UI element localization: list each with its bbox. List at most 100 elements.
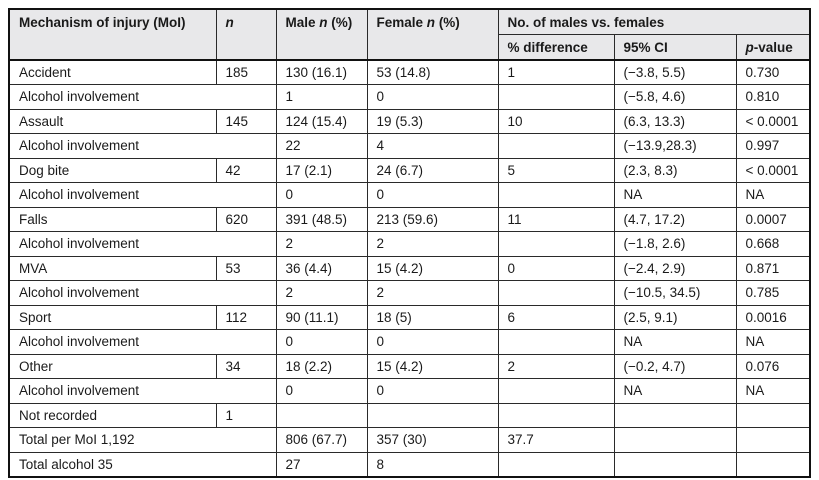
- cell-moi: Total per MoI 1,192: [8, 427, 277, 453]
- cell-ci: NA: [613, 329, 737, 355]
- cell-ci: (−1.8, 2.6): [613, 231, 737, 257]
- cell-pct-difference: 37.7: [497, 427, 615, 453]
- cell-pct-difference: 5: [497, 157, 615, 183]
- cell-pct-difference: 10: [497, 108, 615, 134]
- table-row-accident: Accident 185 130 (16.1) 53 (14.8) 1 (−3.…: [8, 59, 811, 85]
- cell-p-value: 0.076: [735, 353, 811, 379]
- cell-pct-difference: [497, 451, 615, 477]
- cell-male: 0: [275, 182, 368, 208]
- cell-moi: Alcohol involvement: [8, 84, 277, 110]
- cell-male: 22: [275, 133, 368, 159]
- cell-male: 27: [275, 451, 368, 477]
- cell-p-value: < 0.0001: [735, 108, 811, 134]
- cell-p-value: 0.871: [735, 255, 811, 281]
- cell-n: 145: [215, 108, 277, 134]
- table-row-alcohol-other: Alcohol involvement 0 0 NA NA: [8, 378, 811, 404]
- cell-ci: (6.3, 13.3): [613, 108, 737, 134]
- table-row-not-recorded: Not recorded 1: [8, 402, 811, 428]
- mechanism-of-injury-table: Mechanism of injury (MoI) n Male n (%) F…: [8, 8, 812, 478]
- cell-female: 213 (59.6): [366, 206, 499, 232]
- cell-female: 18 (5): [366, 304, 499, 330]
- cell-pct-difference: [497, 84, 615, 110]
- cell-pct-difference: [497, 280, 615, 306]
- cell-female: 19 (5.3): [366, 108, 499, 134]
- cell-moi: Alcohol involvement: [8, 280, 277, 306]
- cell-pct-difference: 0: [497, 255, 615, 281]
- cell-female: 53 (14.8): [366, 59, 499, 85]
- header-row-1: Mechanism of injury (MoI) n Male n (%) F…: [8, 8, 811, 61]
- cell-p-value: 0.0007: [735, 206, 811, 232]
- cell-pct-difference: [497, 231, 615, 257]
- cell-female: 15 (4.2): [366, 255, 499, 281]
- cell-moi: Total alcohol 35: [8, 451, 277, 477]
- col-header-p-value: p-value: [735, 34, 811, 61]
- cell-p-value: [735, 451, 811, 477]
- cell-p-value: 0.997: [735, 133, 811, 159]
- cell-n: 1: [215, 402, 277, 428]
- cell-p-value: < 0.0001: [735, 157, 811, 183]
- cell-male: 2: [275, 231, 368, 257]
- cell-p-value: [735, 427, 811, 453]
- cell-male: 90 (11.1): [275, 304, 368, 330]
- cell-female: 4: [366, 133, 499, 159]
- cell-pct-difference: [497, 378, 615, 404]
- cell-ci: (4.7, 17.2): [613, 206, 737, 232]
- cell-pct-difference: [497, 329, 615, 355]
- cell-pct-difference: [497, 133, 615, 159]
- cell-moi: Alcohol involvement: [8, 378, 277, 404]
- col-header-female: Female n (%): [366, 8, 499, 61]
- table-row-assault: Assault 145 124 (15.4) 19 (5.3) 10 (6.3,…: [8, 108, 811, 134]
- table-row-dog-bite: Dog bite 42 17 (2.1) 24 (6.7) 5 (2.3, 8.…: [8, 157, 811, 183]
- cell-moi: Other: [8, 353, 217, 379]
- table-row-mva: MVA 53 36 (4.4) 15 (4.2) 0 (−2.4, 2.9) 0…: [8, 255, 811, 281]
- table-row-total-alcohol: Total alcohol 35 27 8: [8, 451, 811, 477]
- cell-ci: (−3.8, 5.5): [613, 59, 737, 85]
- cell-female: 0: [366, 182, 499, 208]
- cell-female: 8: [366, 451, 499, 477]
- cell-female: [366, 402, 499, 428]
- col-header-95-ci: 95% CI: [613, 34, 737, 61]
- col-header-n: n: [215, 8, 277, 61]
- cell-ci: (−5.8, 4.6): [613, 84, 737, 110]
- cell-ci: (2.5, 9.1): [613, 304, 737, 330]
- cell-male: 391 (48.5): [275, 206, 368, 232]
- cell-male: [275, 402, 368, 428]
- col-header-male: Male n (%): [275, 8, 368, 61]
- cell-ci: (−10.5, 34.5): [613, 280, 737, 306]
- cell-moi: Falls: [8, 206, 217, 232]
- cell-female: 0: [366, 329, 499, 355]
- cell-ci: NA: [613, 182, 737, 208]
- cell-p-value: 0.785: [735, 280, 811, 306]
- cell-n: 620: [215, 206, 277, 232]
- cell-moi: Dog bite: [8, 157, 217, 183]
- cell-pct-difference: 1: [497, 59, 615, 85]
- cell-ci: (−2.4, 2.9): [613, 255, 737, 281]
- cell-male: 0: [275, 329, 368, 355]
- cell-moi: Accident: [8, 59, 217, 85]
- cell-pct-difference: [497, 182, 615, 208]
- cell-ci: (−0.2, 4.7): [613, 353, 737, 379]
- table-row-falls: Falls 620 391 (48.5) 213 (59.6) 11 (4.7,…: [8, 206, 811, 232]
- cell-pct-difference: 6: [497, 304, 615, 330]
- cell-p-value: 0.730: [735, 59, 811, 85]
- cell-male: 130 (16.1): [275, 59, 368, 85]
- cell-moi: Sport: [8, 304, 217, 330]
- cell-moi: Alcohol involvement: [8, 182, 277, 208]
- table-row-total-per-moi: Total per MoI 1,192 806 (67.7) 357 (30) …: [8, 427, 811, 453]
- cell-ci: [613, 402, 737, 428]
- cell-female: 2: [366, 280, 499, 306]
- cell-moi: Alcohol involvement: [8, 329, 277, 355]
- cell-n: 42: [215, 157, 277, 183]
- cell-n: 53: [215, 255, 277, 281]
- cell-p-value: NA: [735, 329, 811, 355]
- cell-male: 124 (15.4): [275, 108, 368, 134]
- cell-male: 1: [275, 84, 368, 110]
- cell-ci: [613, 451, 737, 477]
- cell-male: 2: [275, 280, 368, 306]
- cell-p-value: NA: [735, 182, 811, 208]
- cell-n: 34: [215, 353, 277, 379]
- table-row-alcohol-sport: Alcohol involvement 0 0 NA NA: [8, 329, 811, 355]
- cell-female: 2: [366, 231, 499, 257]
- cell-moi: Alcohol involvement: [8, 133, 277, 159]
